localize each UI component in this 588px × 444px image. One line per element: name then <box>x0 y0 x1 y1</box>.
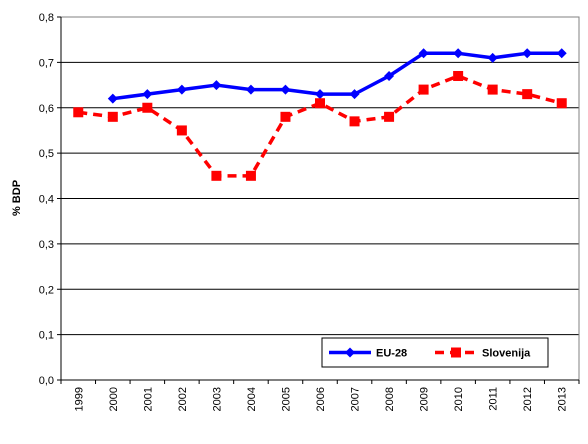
series-eu-28 <box>107 48 567 104</box>
data-point-slovenija <box>453 70 464 81</box>
y-tick-label: 0,3 <box>39 239 54 251</box>
data-point-slovenija <box>556 98 567 109</box>
x-tick-label: 2000 <box>108 387 120 411</box>
data-point-eu-28 <box>176 84 187 95</box>
x-tick-label: 2004 <box>246 387 258 411</box>
data-point-eu-28 <box>280 84 291 95</box>
data-point-eu-28 <box>522 48 533 59</box>
data-point-slovenija <box>487 84 498 95</box>
x-tick-label: 2007 <box>350 387 362 411</box>
legend: EU-28 Slovenija <box>321 337 549 368</box>
y-axis-label: % BDP <box>11 180 23 216</box>
series-group <box>73 48 567 181</box>
data-point-slovenija <box>349 116 360 127</box>
y-tick-label: 0,2 <box>39 284 54 296</box>
y-tick-label: 0,1 <box>39 330 54 342</box>
legend-label-eu-28: EU-28 <box>376 348 407 360</box>
data-point-slovenija <box>418 84 429 95</box>
x-tick-label: 2005 <box>280 387 292 411</box>
x-tick-label: 2011 <box>488 387 500 411</box>
data-point-slovenija <box>245 170 256 181</box>
y-tick-label: 0,7 <box>39 57 54 69</box>
data-point-slovenija <box>280 111 291 122</box>
x-tick-label: 1999 <box>73 387 85 411</box>
x-tick-label: 2012 <box>522 387 534 411</box>
gridlines <box>61 16 579 381</box>
data-point-slovenija <box>107 111 118 122</box>
y-tick-label: 0,5 <box>39 148 54 160</box>
x-tick-label: 2009 <box>419 387 431 411</box>
legend-marker-eu-28 <box>345 347 355 358</box>
x-tick-label: 2001 <box>142 387 154 411</box>
data-point-slovenija <box>211 170 222 181</box>
x-tick-label: 2010 <box>453 387 465 411</box>
data-point-eu-28 <box>349 89 360 100</box>
data-point-eu-28 <box>107 93 118 104</box>
data-point-eu-28 <box>487 52 498 63</box>
data-point-eu-28 <box>245 84 256 95</box>
x-tick-label: 2003 <box>211 387 223 411</box>
data-point-slovenija <box>142 102 153 113</box>
x-axis-ticks: 1999 2000 2001 2002 2003 2004 2005 2006 2007 2008… <box>60 380 580 411</box>
legend-label-slovenija: Slovenija <box>482 348 531 360</box>
data-point-eu-28 <box>315 89 325 100</box>
data-point-slovenija <box>522 89 533 100</box>
data-point-slovenija <box>384 111 395 122</box>
data-point-eu-28 <box>556 48 567 59</box>
x-tick-label: 2008 <box>384 387 396 411</box>
x-tick-label: 2006 <box>315 387 327 411</box>
data-point-eu-28 <box>384 70 395 81</box>
x-tick-label: 2002 <box>177 387 189 411</box>
legend-marker-slovenija <box>451 347 461 358</box>
data-point-slovenija <box>315 98 325 109</box>
series-line-eu-28 <box>112 51 562 101</box>
y-tick-label: 0,0 <box>39 375 54 387</box>
data-point-eu-28 <box>211 80 222 91</box>
data-point-eu-28 <box>418 48 429 59</box>
y-tick-label: 0,4 <box>39 194 54 206</box>
x-tick-label: 2013 <box>557 387 569 411</box>
data-point-eu-28 <box>142 89 153 100</box>
y-tick-label: 0,8 <box>39 12 54 24</box>
data-point-slovenija <box>73 107 84 118</box>
data-point-slovenija <box>176 125 187 136</box>
series-slovenija <box>73 70 567 181</box>
data-point-eu-28 <box>453 48 464 59</box>
y-tick-label: 0,6 <box>39 103 54 115</box>
y-axis-ticks: 0,0 0,1 0,2 0,3 0,4 0,5 0,6 0,7 0,8 <box>39 12 61 387</box>
